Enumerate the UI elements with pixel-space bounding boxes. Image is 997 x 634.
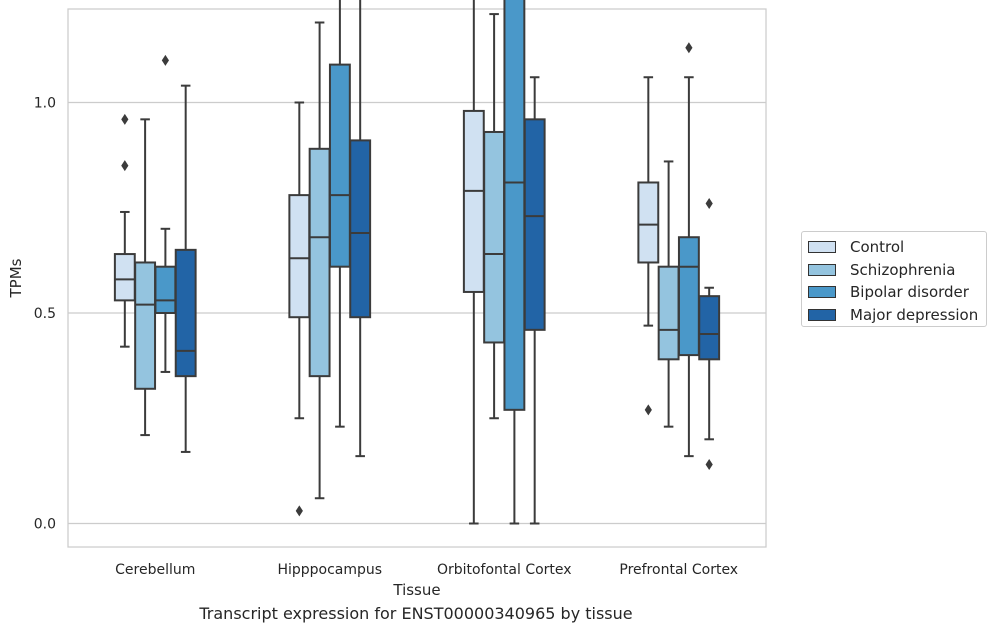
outlier-point: [705, 198, 713, 210]
box-iqr: [677, 236, 700, 357]
legend-swatch: [808, 263, 836, 276]
box: [462, 0, 485, 525]
outlier-point: [705, 459, 713, 471]
legend-item: Bipolar disorder: [808, 281, 980, 304]
box: [174, 84, 197, 453]
legend-label: Major depression: [850, 305, 979, 324]
legend-label: Schizophrenia: [850, 260, 956, 279]
x-axis-label: Tissue: [392, 581, 440, 599]
outlier-point: [295, 505, 303, 517]
box: [308, 21, 331, 500]
box-iqr: [174, 248, 197, 378]
box: [677, 42, 700, 458]
box-iqr: [308, 147, 331, 378]
y-tick-labels: 0.00.51.01.52.0: [34, 96, 56, 533]
box: [698, 198, 721, 471]
box: [657, 160, 680, 428]
legend-label: Bipolar disorder: [850, 283, 969, 302]
x-tick-label: Prefrontal Cortex: [619, 562, 738, 578]
legend-item: Schizophrenia: [808, 259, 980, 282]
box-iqr: [503, 0, 526, 411]
legend-swatch: [808, 241, 836, 254]
box: [134, 118, 157, 437]
figure-caption: Transcript expression for ENST0000034096…: [199, 604, 633, 623]
outlier-point: [121, 113, 129, 125]
x-tick-labels: Cerebellum Hipppocampus Orbitofontal Corte…: [115, 562, 738, 578]
box-iqr: [657, 265, 680, 361]
legend-swatch: [808, 286, 836, 299]
box: [523, 76, 546, 525]
box-iqr: [134, 261, 157, 390]
x-tick-label: Orbitofontal Cortex: [437, 562, 572, 578]
legend-swatch: [808, 308, 836, 321]
box: [113, 113, 136, 348]
outlier-point: [161, 54, 169, 66]
box-iqr: [637, 181, 660, 264]
box: [483, 13, 506, 420]
legend-item: Control: [808, 236, 980, 259]
y-tick-label: 0.0: [34, 517, 56, 533]
box-iqr: [113, 253, 136, 302]
box-iqr: [349, 139, 372, 319]
box-iqr: [523, 118, 546, 331]
legend: Control Schizophrenia Bipolar disorder Majo…: [801, 231, 987, 327]
box-iqr: [288, 194, 311, 319]
box-iqr: [328, 63, 351, 268]
box-iqr: [698, 295, 721, 361]
y-tick-label: 1.0: [34, 96, 56, 112]
legend-item: Major depression: [808, 304, 980, 327]
outlier-point: [685, 42, 693, 54]
box-iqr: [483, 130, 506, 344]
boxes: [113, 0, 721, 525]
y-axis-label: TPMs: [7, 258, 25, 298]
box: [154, 54, 177, 373]
x-tick-label: Cerebellum: [115, 562, 195, 578]
box-iqr: [462, 109, 485, 293]
box: [637, 76, 660, 416]
box: [349, 0, 372, 458]
outlier-point: [644, 404, 652, 416]
x-tick-label: Hipppocampus: [277, 562, 382, 578]
legend-label: Control: [850, 238, 905, 257]
box-iqr: [154, 265, 177, 315]
y-tick-label: 0.5: [34, 306, 56, 322]
outlier-point: [121, 160, 129, 172]
